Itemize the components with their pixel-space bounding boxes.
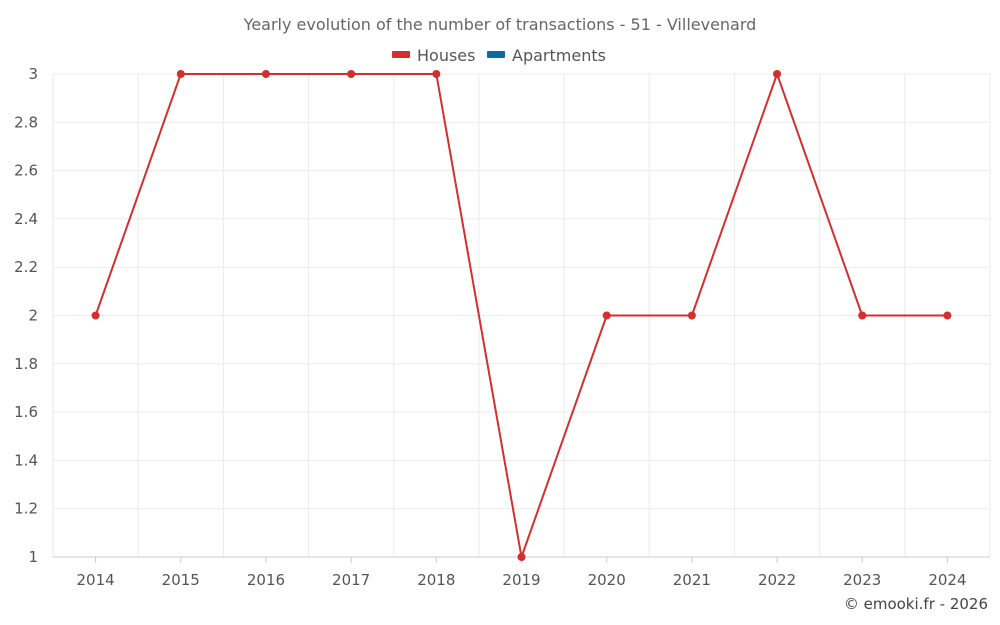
y-tick-label: 1.4 bbox=[14, 451, 38, 469]
x-tick-label: 2021 bbox=[673, 571, 711, 589]
y-tick-label: 2.8 bbox=[14, 113, 38, 131]
data-point-houses[interactable] bbox=[602, 311, 611, 320]
data-point-houses[interactable] bbox=[261, 70, 270, 78]
x-tick-label: 2016 bbox=[247, 571, 285, 589]
y-tick-label: 1 bbox=[28, 548, 38, 566]
data-point-houses[interactable] bbox=[176, 70, 185, 78]
x-tick-label: 2015 bbox=[162, 571, 200, 589]
legend-swatch-apartments bbox=[487, 51, 505, 58]
series bbox=[91, 70, 952, 561]
data-point-houses[interactable] bbox=[773, 70, 782, 78]
y-tick-label: 2 bbox=[28, 307, 38, 325]
y-tick-label: 2.4 bbox=[14, 210, 38, 228]
x-tick-label: 2023 bbox=[843, 571, 881, 589]
y-tick-label: 2.2 bbox=[14, 258, 38, 276]
y-tick-label: 1.2 bbox=[14, 500, 38, 518]
x-tick-label: 2020 bbox=[588, 571, 626, 589]
data-point-houses[interactable] bbox=[687, 311, 696, 320]
data-point-houses[interactable] bbox=[517, 553, 526, 561]
legend: Houses Apartments bbox=[392, 46, 606, 65]
y-tick-label: 1.6 bbox=[14, 403, 38, 421]
x-tick-label: 2018 bbox=[417, 571, 455, 589]
legend-item-apartments[interactable]: Apartments bbox=[487, 46, 606, 65]
data-point-houses[interactable] bbox=[943, 311, 952, 320]
legend-label-apartments: Apartments bbox=[512, 46, 606, 65]
data-point-houses[interactable] bbox=[858, 311, 867, 320]
grid bbox=[52, 73, 991, 557]
x-tick-label: 2024 bbox=[928, 571, 966, 589]
x-tick-label: 2022 bbox=[758, 571, 796, 589]
y-tick-label: 2.6 bbox=[14, 162, 38, 180]
x-tick-label: 2014 bbox=[76, 571, 114, 589]
x-tick-label: 2017 bbox=[332, 571, 370, 589]
credit-text: © emooki.fr - 2026 bbox=[844, 595, 988, 613]
y-tick-label: 1.8 bbox=[14, 355, 38, 373]
y-tick-label: 3 bbox=[28, 65, 38, 83]
legend-item-houses[interactable]: Houses bbox=[392, 46, 475, 65]
x-tick-label: 2019 bbox=[502, 571, 540, 589]
data-point-houses[interactable] bbox=[347, 70, 356, 78]
chart-title: Yearly evolution of the number of transa… bbox=[243, 15, 757, 34]
legend-swatch-houses bbox=[392, 51, 410, 58]
data-point-houses[interactable] bbox=[91, 311, 100, 320]
legend-label-houses: Houses bbox=[417, 46, 475, 65]
axes: 1 1.2 1.4 1.6 1.8 2 2.2 2.4 2.6 2.8 3 2014 2015 2016 2… bbox=[14, 65, 990, 589]
data-point-houses[interactable] bbox=[432, 70, 441, 78]
